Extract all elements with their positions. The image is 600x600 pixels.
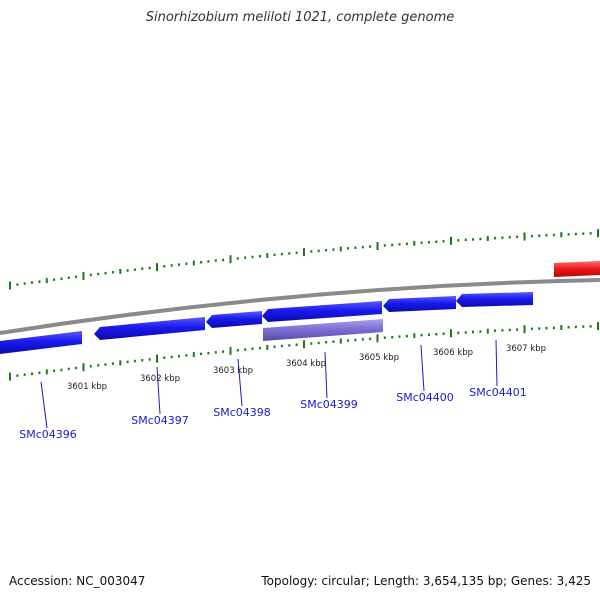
gene-label[interactable]: SMc04396 <box>19 428 77 441</box>
gene-smc04399-feature[interactable] <box>263 319 383 341</box>
gene-label[interactable]: SMc04397 <box>131 414 189 427</box>
gene-label-line <box>495 339 498 387</box>
gene-label-line <box>237 358 243 407</box>
scale-label: 3602 kbp <box>140 374 180 384</box>
gene-red-feature[interactable] <box>554 261 600 277</box>
gene-label[interactable]: SMc04401 <box>469 386 527 399</box>
lower-tick-track <box>9 322 599 381</box>
gene-label-line <box>324 351 328 399</box>
scale-label: 3606 kbp <box>433 348 473 358</box>
scale-label: 3601 kbp <box>67 382 107 392</box>
genome-summary-text: Topology: circular; Length: 3,654,135 bp… <box>261 574 591 588</box>
scale-label: 3604 kbp <box>286 359 326 369</box>
gene-label-line <box>40 381 48 429</box>
upper-tick-track <box>9 229 599 290</box>
gene-smc04398[interactable] <box>206 311 262 328</box>
gene-smc04397[interactable] <box>94 317 205 340</box>
scale-label: 3603 kbp <box>213 366 253 376</box>
scale-label: 3607 kbp <box>506 344 546 354</box>
scale-label: 3605 kbp <box>359 353 399 363</box>
gene-smc04399[interactable] <box>262 301 382 322</box>
gene-label[interactable]: SMc04400 <box>396 391 454 404</box>
gene-label-line <box>420 344 425 392</box>
accession-text: Accession: NC_003047 <box>9 574 146 588</box>
map-title: Sinorhizobium meliloti 1021, complete ge… <box>145 10 455 25</box>
gene-smc04401[interactable] <box>456 292 533 307</box>
gene-label-line <box>156 366 161 415</box>
gene-smc04396[interactable] <box>0 331 82 354</box>
genome-backbone <box>0 278 600 335</box>
gene-smc04400[interactable] <box>383 296 456 312</box>
gene-label[interactable]: SMc04398 <box>213 406 271 419</box>
gene-label[interactable]: SMc04399 <box>300 398 358 411</box>
